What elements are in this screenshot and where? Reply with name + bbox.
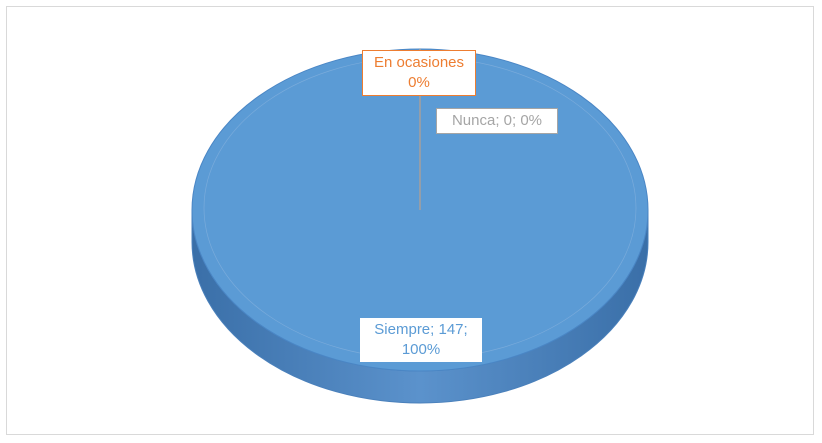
chart-frame [6, 6, 814, 435]
data-label: En ocasiones 0% [362, 50, 476, 96]
data-label: Siempre; 147; 100% [360, 318, 482, 362]
data-label: Nunca; 0; 0% [436, 108, 558, 134]
